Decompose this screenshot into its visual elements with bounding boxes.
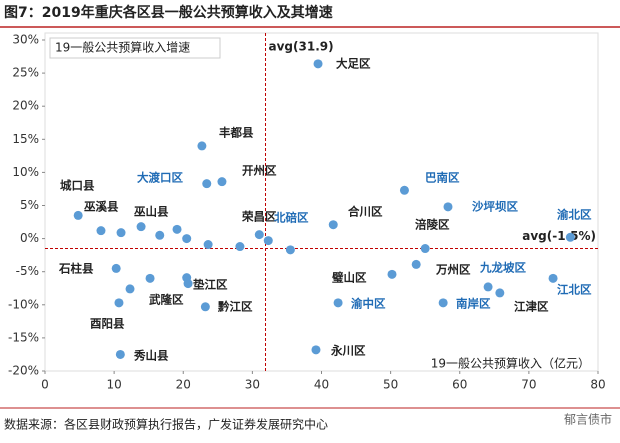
x-tick-label: 70 xyxy=(521,378,536,392)
point xyxy=(73,210,83,220)
point-label: 永川区 xyxy=(330,344,366,358)
point xyxy=(387,269,397,279)
y-tick-label: 30% xyxy=(12,33,39,47)
point-label: 渝中区 xyxy=(351,297,386,311)
point-label: 沙坪坝区 xyxy=(472,200,518,214)
y-tick-label: 10% xyxy=(12,165,39,179)
point-label: 石柱县 xyxy=(58,262,94,276)
x-tick-label: 60 xyxy=(452,378,467,392)
point xyxy=(235,242,245,252)
x-tick-label: 40 xyxy=(314,378,329,392)
point-label: 江津区 xyxy=(514,300,549,314)
point-label: 开州区 xyxy=(242,164,277,178)
point xyxy=(438,298,448,308)
point-label: 丰都县 xyxy=(219,126,254,140)
point-label: 武隆区 xyxy=(149,293,184,307)
point xyxy=(200,302,210,312)
point-label: 巫山县 xyxy=(134,205,169,219)
x-tick-label: 20 xyxy=(176,378,191,392)
point xyxy=(155,230,165,240)
x-tick-label: 30 xyxy=(245,378,260,392)
point xyxy=(111,263,121,273)
point xyxy=(114,298,124,308)
y-tick-label: -20% xyxy=(8,364,39,378)
y-tick-label: 15% xyxy=(12,132,39,146)
point-label: 合川区 xyxy=(348,205,383,219)
point xyxy=(548,273,558,283)
point-label: 万州区 xyxy=(435,263,471,277)
point xyxy=(254,230,264,240)
point-label: 九龙坡区 xyxy=(479,261,526,275)
y-tick-label: 20% xyxy=(12,99,39,113)
y-tick-label: 5% xyxy=(20,198,39,212)
point xyxy=(420,244,430,254)
y-tick-label: 25% xyxy=(12,66,39,80)
point-label: 秀山县 xyxy=(133,349,169,363)
avg-y-label: avg(-1.5%) xyxy=(522,229,596,243)
point-label: 荣昌区 xyxy=(241,210,277,224)
point-label: 江北区 xyxy=(557,283,592,297)
point xyxy=(182,234,192,244)
point xyxy=(136,222,146,232)
point xyxy=(333,298,343,308)
point-label: 北碚区 xyxy=(274,211,309,225)
x-axis-label: 19一般公共预算收入（亿元） xyxy=(431,356,590,371)
point xyxy=(183,279,193,289)
x-tick-label: 0 xyxy=(41,378,49,392)
chart-title: 图7：2019年重庆各区县一般公共预算收入及其增速 xyxy=(4,4,333,21)
watermark: 郁言债市 xyxy=(564,412,612,427)
point-label: 南岸区 xyxy=(456,297,491,311)
point xyxy=(263,236,273,246)
point-label: 大渡口区 xyxy=(137,171,183,185)
point xyxy=(172,224,182,234)
point xyxy=(125,284,135,294)
point-label: 黔江区 xyxy=(218,300,253,314)
point-label: 巴南区 xyxy=(425,171,460,185)
point xyxy=(285,245,295,255)
point-label: 涪陵区 xyxy=(415,218,450,232)
point xyxy=(483,282,493,292)
point xyxy=(203,240,213,250)
x-tick-label: 50 xyxy=(383,378,398,392)
x-tick-label: 10 xyxy=(106,378,121,392)
point xyxy=(145,273,155,283)
y-tick-label: -10% xyxy=(8,297,39,311)
point xyxy=(443,202,453,212)
y-tick-label: 0% xyxy=(20,231,39,245)
y-tick-label: -5% xyxy=(16,264,39,278)
point xyxy=(217,177,227,187)
point-label: 城口县 xyxy=(60,179,95,193)
point-label: 大足区 xyxy=(336,57,371,71)
point xyxy=(328,220,338,230)
y-tick-label: -15% xyxy=(8,330,39,344)
point-label: 渝北区 xyxy=(557,208,592,222)
point xyxy=(96,226,106,236)
point xyxy=(115,349,125,359)
point xyxy=(311,345,321,355)
avg-x-label: avg(31.9) xyxy=(269,40,334,54)
point xyxy=(565,232,575,242)
point xyxy=(116,228,126,238)
point-label: 璧山区 xyxy=(331,271,367,285)
point-label: 酉阳县 xyxy=(90,317,125,331)
x-tick-label: 80 xyxy=(590,378,605,392)
point xyxy=(313,59,323,69)
point xyxy=(197,141,207,151)
point xyxy=(495,288,505,298)
point-label: 垫江区 xyxy=(193,278,228,292)
y-label-box xyxy=(49,37,221,59)
y-axis-label: 19一般公共预算收入增速 xyxy=(55,40,190,55)
source: 数据来源：各区县财政预算执行报告，广发证券发展研究中心 xyxy=(4,417,328,432)
point-label: 巫溪县 xyxy=(84,200,119,214)
point xyxy=(399,185,409,195)
point xyxy=(202,179,212,189)
point xyxy=(411,259,421,269)
